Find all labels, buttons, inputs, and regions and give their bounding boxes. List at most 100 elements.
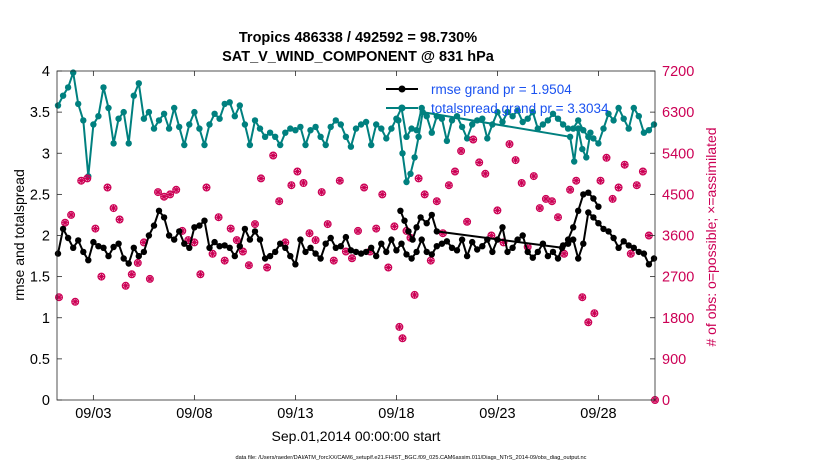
obs-point bbox=[384, 263, 393, 272]
legend-rmse-label: rmse grand pr = 1.9504 bbox=[431, 82, 572, 97]
totalspread-point bbox=[504, 108, 511, 116]
obs-point bbox=[232, 236, 241, 245]
rmse-overlay-point bbox=[580, 191, 587, 198]
rmse-point bbox=[408, 255, 415, 262]
obs-point bbox=[596, 176, 605, 185]
totalspread-point bbox=[312, 123, 319, 131]
x-tick-label: 09/03 bbox=[75, 406, 111, 422]
totalspread-point bbox=[580, 127, 587, 134]
obs-point bbox=[614, 183, 623, 192]
obs-point bbox=[481, 169, 490, 178]
rmse-point bbox=[176, 228, 183, 235]
obs-point bbox=[535, 204, 544, 213]
totalspread-point bbox=[342, 133, 350, 140]
rmse-point bbox=[272, 248, 279, 256]
legend-spread-marker bbox=[398, 104, 406, 112]
x-axis-label: Sep.01,2014 00:00:00 start bbox=[272, 428, 441, 444]
y-right-tick-label: 2700 bbox=[662, 270, 694, 286]
obs-point bbox=[311, 236, 320, 245]
obs-point bbox=[251, 220, 260, 229]
totalspread-overlay-point bbox=[587, 129, 594, 136]
rmse-overlay-point bbox=[417, 214, 424, 221]
rmse-point bbox=[519, 232, 526, 239]
obs-point bbox=[572, 176, 581, 185]
rmse-point bbox=[160, 214, 168, 221]
rmse-point bbox=[277, 240, 284, 247]
totalspread-point bbox=[59, 92, 67, 99]
totalspread-point bbox=[95, 113, 102, 120]
rmse-point bbox=[423, 248, 430, 256]
legend: rmse grand pr = 1.9504 totalspread grand… bbox=[386, 82, 609, 116]
rmse-point bbox=[171, 236, 178, 243]
rmse-point bbox=[504, 248, 511, 256]
rmse-point bbox=[307, 244, 314, 251]
y-right-tick-label: 6300 bbox=[662, 105, 694, 121]
obs-point bbox=[145, 274, 154, 283]
rmse-point bbox=[186, 244, 193, 251]
rmse-point bbox=[196, 222, 203, 229]
totalspread-point bbox=[292, 127, 299, 134]
rmse-overlay-point bbox=[405, 228, 412, 235]
totalspread-point bbox=[332, 117, 339, 124]
obs-point bbox=[335, 176, 344, 185]
obs-point bbox=[432, 197, 441, 206]
footer-data-file: data file: /Users/raeder/DAI/ATM_forcXX/… bbox=[236, 455, 587, 461]
totalspread-point bbox=[570, 125, 577, 132]
rmse-point bbox=[610, 234, 617, 242]
totalspread-point bbox=[261, 133, 269, 140]
totalspread-point bbox=[388, 125, 395, 132]
rmse-point bbox=[362, 248, 370, 256]
y-tick-label: 1.5 bbox=[30, 270, 50, 286]
y-right-tick-label: 900 bbox=[662, 352, 686, 368]
obs-point bbox=[469, 135, 478, 144]
totalspread-point bbox=[90, 121, 97, 128]
rmse-point bbox=[585, 209, 592, 216]
y-right-tick-label: 5400 bbox=[662, 146, 694, 162]
rmse-point bbox=[337, 243, 344, 250]
rmse-point bbox=[590, 214, 597, 221]
rmse-point bbox=[155, 207, 163, 214]
rmse-point bbox=[534, 248, 541, 256]
totalspread-point bbox=[282, 129, 289, 136]
totalspread-point bbox=[140, 115, 148, 122]
obs-point bbox=[354, 226, 363, 235]
totalspread-point bbox=[176, 123, 183, 131]
totalspread-point bbox=[554, 115, 562, 122]
rmse-point bbox=[251, 228, 259, 235]
obs-point bbox=[602, 153, 611, 162]
rmse-overlay-point bbox=[423, 220, 430, 227]
rmse-point bbox=[90, 238, 97, 246]
obs-point bbox=[444, 181, 453, 190]
rmse-point bbox=[403, 251, 410, 258]
totalspread-point bbox=[564, 125, 572, 132]
totalspread-overlay-point bbox=[419, 108, 426, 116]
totalspread-overlay-point bbox=[411, 154, 418, 161]
totalspread-point bbox=[317, 133, 324, 140]
rmse-point bbox=[620, 238, 627, 245]
obs-point bbox=[329, 256, 338, 265]
rmse-point bbox=[256, 236, 264, 243]
totalspread-point bbox=[272, 133, 279, 140]
totalspread-point bbox=[448, 117, 456, 124]
rmse-point bbox=[95, 243, 102, 250]
totalspread-point bbox=[196, 125, 203, 132]
y-tick-label: 2.5 bbox=[30, 187, 50, 203]
rmse-point bbox=[54, 250, 62, 257]
totalspread-point bbox=[216, 115, 223, 122]
y-tick-label: 4 bbox=[42, 64, 50, 80]
rmse-point bbox=[378, 240, 385, 247]
y-axis-label: rmse and totalspread bbox=[11, 169, 27, 301]
rmse-point bbox=[105, 252, 112, 260]
x-tick-label: 09/18 bbox=[378, 406, 414, 422]
totalspread-point bbox=[600, 125, 607, 132]
obs-point bbox=[109, 204, 118, 213]
rmse-point bbox=[332, 244, 339, 251]
totalspread-point bbox=[605, 110, 612, 118]
obs-point bbox=[67, 210, 76, 219]
obs-point bbox=[395, 322, 404, 331]
totalspread-point bbox=[165, 125, 173, 132]
rmse-overlay-point bbox=[397, 207, 404, 214]
obs-point bbox=[269, 151, 278, 160]
obs-point bbox=[378, 190, 387, 199]
